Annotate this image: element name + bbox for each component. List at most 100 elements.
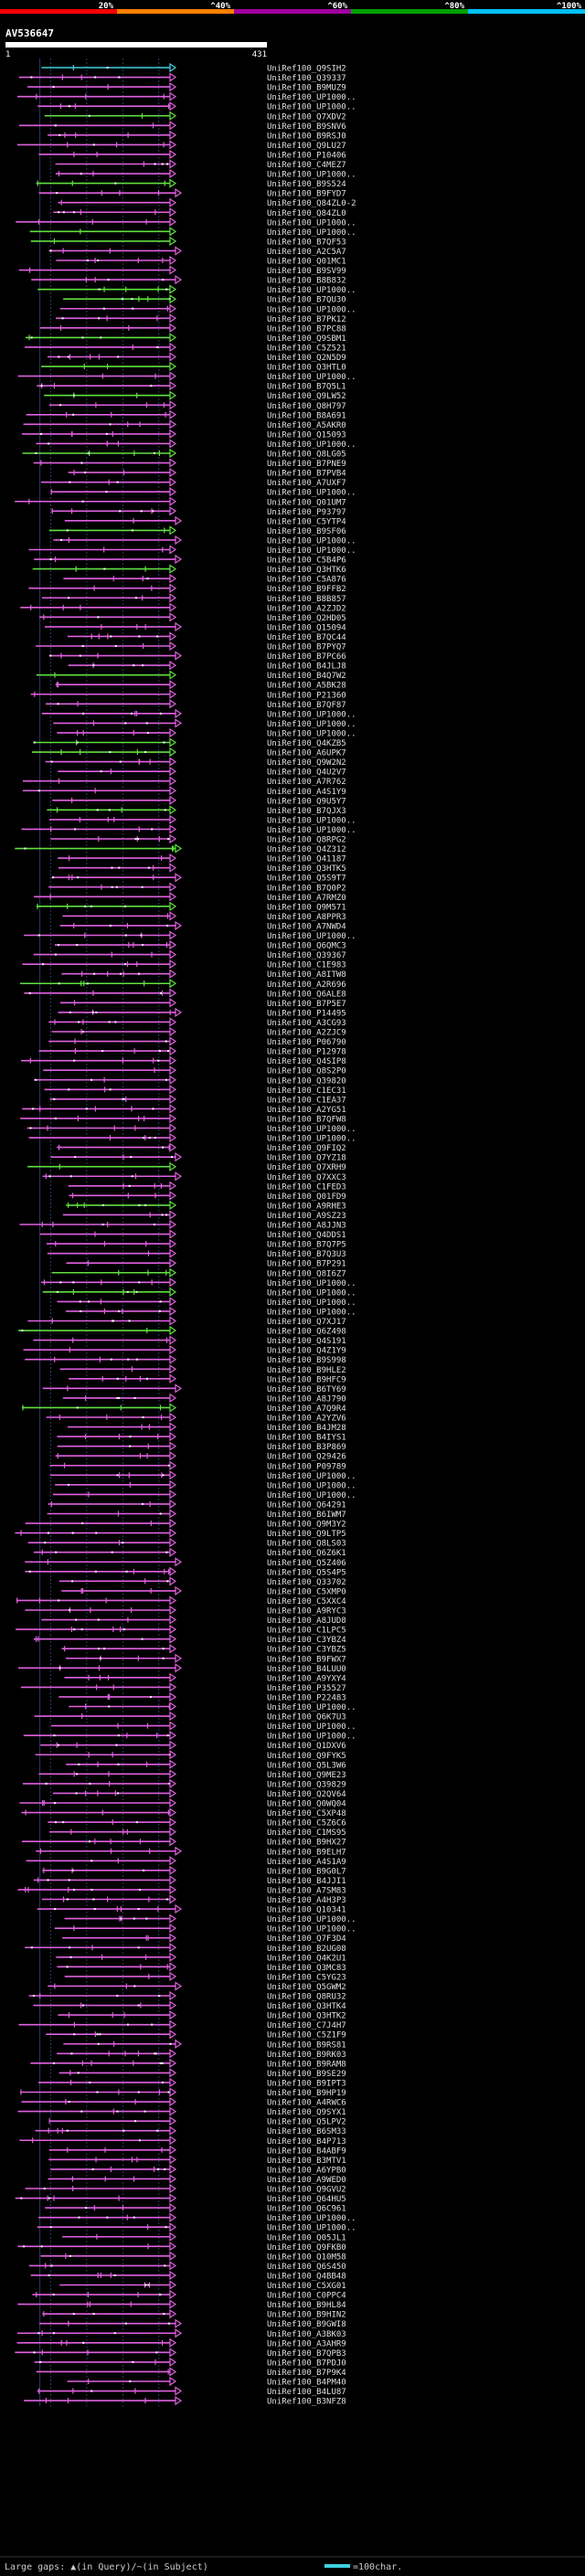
hit-row[interactable]: UniRef100_B7QC44 (67, 631, 346, 642)
hit-label[interactable]: UniRef100_Q7XDV2 (267, 112, 346, 122)
hit-row[interactable]: UniRef100_C5B4P6 (34, 554, 346, 566)
hit-row[interactable]: UniRef100_B8B832 (31, 274, 346, 286)
hit-row[interactable]: UniRef100_C5A876 (63, 574, 346, 585)
hit-label[interactable]: UniRef100_B7PC88 (267, 324, 346, 334)
hit-label[interactable]: UniRef100_Q15093 (267, 430, 346, 440)
hit-label[interactable]: UniRef100_B7PK12 (267, 315, 346, 324)
hit-label[interactable]: UniRef100_B7P291 (267, 1260, 346, 1269)
hit-row[interactable]: UniRef100_B9RS81 (63, 2039, 346, 2051)
hit-label[interactable]: UniRef100_Q7XRH9 (267, 1163, 346, 1172)
hit-label[interactable]: UniRef100_UP1000.. (267, 1481, 356, 1490)
hit-label[interactable]: UniRef100_B7QJX3 (267, 807, 346, 816)
hit-row[interactable]: UniRef100_B7P291 (66, 1258, 346, 1269)
hit-row[interactable]: UniRef100_Q7XJ17 (27, 1316, 346, 1328)
hit-label[interactable]: UniRef100_C1FED3 (267, 1182, 346, 1192)
hit-row[interactable]: UniRef100_B9HLE2 (59, 1364, 346, 1375)
hit-label[interactable]: UniRef100_B4PM40 (267, 2379, 346, 2388)
hit-row[interactable]: UniRef100_C1FED3 (68, 1181, 346, 1193)
hit-label[interactable]: UniRef100_C3YBZ5 (267, 1646, 346, 1655)
hit-row[interactable]: UniRef100_Q5GWM2 (48, 1981, 346, 1992)
hit-row[interactable]: UniRef100_Q84ZL0-2 (58, 197, 356, 209)
hit-label[interactable]: UniRef100_C1E983 (267, 961, 346, 970)
hit-row[interactable]: UniRef100_B7Q0P2 (48, 882, 346, 894)
hit-label[interactable]: UniRef100_A7RMZ0 (267, 894, 346, 903)
hit-label[interactable]: UniRef100_Q2HD05 (267, 614, 346, 623)
hit-label[interactable]: UniRef100_UP1000.. (267, 440, 356, 450)
hit-row[interactable]: UniRef100_B4ABF9 (48, 2145, 346, 2157)
hit-label[interactable]: UniRef100_Q84ZL0-2 (267, 199, 356, 208)
hit-row[interactable]: UniRef100_C5Z1F9 (46, 2030, 346, 2041)
hit-label[interactable]: UniRef100_UP1000.. (267, 1279, 356, 1288)
hit-row[interactable]: UniRef100_Q4KZB5 (33, 737, 346, 749)
hit-label[interactable]: UniRef100_Q84ZL0 (267, 209, 346, 218)
hit-row[interactable]: UniRef100_Q84ZL0 (53, 207, 346, 218)
hit-row[interactable]: UniRef100_B9FYD7 (38, 188, 346, 199)
hit-row[interactable]: UniRef100_Q9FKB0 (17, 2242, 346, 2253)
hit-row[interactable]: UniRef100_Q6C961 (45, 2202, 346, 2214)
hit-row[interactable]: UniRef100_C3YBZ4 (33, 1634, 346, 1646)
hit-row[interactable]: UniRef100_Q10341 (37, 1903, 346, 1915)
hit-label[interactable]: UniRef100_A4S1Y9 (267, 788, 346, 797)
hit-row[interactable]: UniRef100_Q9W2N2 (45, 757, 346, 769)
hit-row[interactable]: UniRef100_B9SE29 (58, 2068, 346, 2079)
hit-label[interactable]: UniRef100_Q41187 (267, 855, 346, 864)
hit-row[interactable]: UniRef100_C1EA37 (49, 1094, 346, 1106)
hit-row[interactable]: UniRef100_A3AHR9 (16, 2337, 346, 2349)
hit-row[interactable]: UniRef100_Q9FIQ2 (57, 1142, 346, 1154)
hit-row[interactable]: UniRef100_Q01UM7 (15, 496, 346, 508)
hit-label[interactable]: UniRef100_A2ZJC9 (267, 1029, 346, 1038)
hit-row[interactable]: UniRef100_B9ELH7 (36, 1846, 346, 1858)
hit-row[interactable]: UniRef100_UP1000.. (69, 1701, 356, 1713)
hit-row[interactable]: UniRef100_B7QFW8 (20, 1113, 346, 1125)
hit-label[interactable]: UniRef100_A2ZJD2 (267, 604, 346, 613)
hit-row[interactable]: UniRef100_B4P713 (19, 2136, 346, 2147)
hit-row[interactable]: UniRef100_B2UG08 (25, 1943, 346, 1954)
hit-label[interactable]: UniRef100_UP1000.. (267, 1308, 356, 1317)
hit-label[interactable]: UniRef100_C4MEZ7 (267, 161, 346, 170)
hit-label[interactable]: UniRef100_Q9FYK5 (267, 1752, 346, 1761)
hit-row[interactable]: UniRef100_UP1000.. (53, 718, 356, 729)
hit-row[interactable]: UniRef100_Q6S450 (28, 2261, 346, 2272)
hit-row[interactable]: UniRef100_Q01MC1 (56, 255, 346, 267)
hit-label[interactable]: UniRef100_B7QF87 (267, 701, 346, 710)
hit-label[interactable]: UniRef100_Q9SIH2 (267, 65, 346, 74)
hit-row[interactable]: UniRef100_Q8RPG2 (50, 833, 346, 845)
hit-row[interactable]: UniRef100_B7PDJ0 (34, 2357, 346, 2369)
hit-label[interactable]: UniRef100_B7PNE9 (267, 460, 346, 469)
hit-row[interactable]: UniRef100_UP1000.. (48, 814, 356, 826)
hit-row[interactable]: UniRef100_UP1000.. (27, 1123, 356, 1135)
hit-label[interactable]: UniRef100_B9ELH7 (267, 1848, 346, 1857)
hit-row[interactable]: UniRef100_B7PC88 (40, 323, 346, 334)
hit-label[interactable]: UniRef100_Q4KZB5 (267, 739, 346, 748)
hit-label[interactable]: UniRef100_B3NFZ8 (267, 2398, 346, 2407)
hit-label[interactable]: UniRef100_UP1000.. (267, 1125, 356, 1134)
hit-row[interactable]: UniRef100_Q7XRH9 (27, 1161, 346, 1173)
hit-label[interactable]: UniRef100_P35527 (267, 1684, 346, 1693)
hit-row[interactable]: UniRef100_P10406 (38, 149, 346, 161)
hit-label[interactable]: UniRef100_UP1000.. (267, 489, 356, 498)
hit-row[interactable]: UniRef100_UP1000.. (42, 1287, 356, 1299)
hit-row[interactable]: UniRef100_UP1000.. (57, 727, 356, 739)
hit-row[interactable]: UniRef100_B7QPB3 (15, 2348, 346, 2359)
hit-label[interactable]: UniRef100_Q4S191 (267, 1337, 346, 1346)
hit-label[interactable]: UniRef100_Q4U2V7 (267, 769, 346, 778)
hit-row[interactable]: UniRef100_A2YZV6 (46, 1412, 346, 1424)
hit-label[interactable]: UniRef100_Q4BB48 (267, 2272, 346, 2281)
hit-label[interactable]: UniRef100_C5Z521 (267, 344, 346, 353)
hit-label[interactable]: UniRef100_A2R696 (267, 981, 346, 990)
hit-row[interactable]: UniRef100_A7Q9R4 (21, 1403, 346, 1414)
hit-label[interactable]: UniRef100_Q3HTK2 (267, 2012, 346, 2021)
hit-row[interactable]: UniRef100_B9GWI8 (39, 2318, 346, 2330)
hit-label[interactable]: UniRef100_C5XMP0 (267, 1587, 346, 1596)
hit-row[interactable]: UniRef100_Q9LTP5 (15, 1528, 346, 1540)
hit-label[interactable]: UniRef100_B9HFC9 (267, 1375, 346, 1384)
hit-label[interactable]: UniRef100_B7Q5L1 (267, 383, 346, 392)
hit-row[interactable]: UniRef100_UP1000.. (38, 2212, 356, 2224)
hit-label[interactable]: UniRef100_Q29426 (267, 1453, 346, 1462)
hit-row[interactable]: UniRef100_C5XP48 (21, 1807, 346, 1819)
hit-label[interactable]: UniRef100_P10406 (267, 151, 346, 160)
hit-label[interactable]: UniRef100_Q9SYX1 (267, 2108, 346, 2117)
hit-label[interactable]: UniRef100_Q9FKB0 (267, 2243, 346, 2253)
hit-row[interactable]: UniRef100_A6YPB0 (50, 2164, 346, 2176)
hit-label[interactable]: UniRef100_Q15094 (267, 623, 346, 632)
